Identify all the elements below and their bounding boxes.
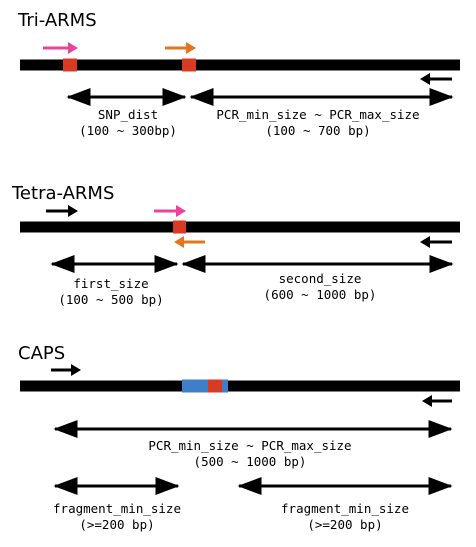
caps-left-fragment-label: fragment_min_size — [53, 501, 181, 516]
tri-arms-snp-marker-2 — [182, 58, 196, 72]
tetra-arms-first-size-range: (100 ~ 500 bp) — [58, 292, 163, 307]
tetra-arms-snp-marker — [173, 220, 186, 234]
caps-forward-primer — [51, 364, 81, 376]
tri-arms-pcr-size-range: (100 ~ 700 bp) — [265, 123, 370, 138]
tri-arms-pink-forward-primer — [43, 42, 78, 54]
tri-arms-template-strand — [20, 59, 460, 71]
tetra-arms-orange-inner-reverse-primer — [174, 236, 205, 248]
tri-arms-snp-dist-label: SNP_dist — [98, 107, 158, 122]
caps-left-fragment-range: (>=200 bp) — [79, 517, 154, 532]
tri-arms-title: Tri-ARMS — [17, 10, 97, 31]
caps-right-fragment-label: fragment_min_size — [281, 501, 409, 516]
caps-right-fragment-range: (>=200 bp) — [307, 517, 382, 532]
tetra-arms-first-size-label: first_size — [73, 276, 148, 291]
tetra-arms-pink-inner-forward-primer — [154, 205, 186, 217]
caps-pcr-size-range: (500 ~ 1000 bp) — [194, 454, 307, 469]
tri-arms-snp-marker-1 — [63, 58, 77, 72]
caps-template-strand — [20, 380, 460, 392]
caps-section: CAPS PCR_min_size ~ PCR_max_size (500 ~ … — [18, 343, 460, 532]
caps-snp-marker — [208, 379, 222, 393]
tri-arms-snp-dist-range: (100 ~ 300bp) — [79, 123, 177, 138]
tetra-arms-outer-forward-primer — [46, 205, 78, 217]
caps-reverse-primer — [422, 395, 452, 407]
tetra-arms-outer-reverse-primer — [420, 236, 452, 248]
tetra-arms-template-strand — [20, 221, 460, 233]
tetra-arms-second-size-range: (600 ~ 1000 bp) — [264, 287, 377, 302]
caps-title: CAPS — [18, 343, 65, 364]
tetra-arms-second-size-label: second_size — [279, 271, 362, 286]
tri-arms-pcr-size-label: PCR_min_size ~ PCR_max_size — [216, 107, 419, 122]
tri-arms-reverse-primer — [420, 73, 452, 85]
tri-arms-section: Tri-ARMS SNP_dist (100 ~ 300bp) PCR_min_… — [17, 10, 460, 138]
tetra-arms-section: Tetra-ARMS first_size (100 ~ 500 bp) sec… — [11, 183, 460, 307]
tri-arms-orange-forward-primer — [165, 42, 196, 54]
tetra-arms-title: Tetra-ARMS — [11, 183, 114, 204]
caps-pcr-size-label: PCR_min_size ~ PCR_max_size — [148, 438, 351, 453]
